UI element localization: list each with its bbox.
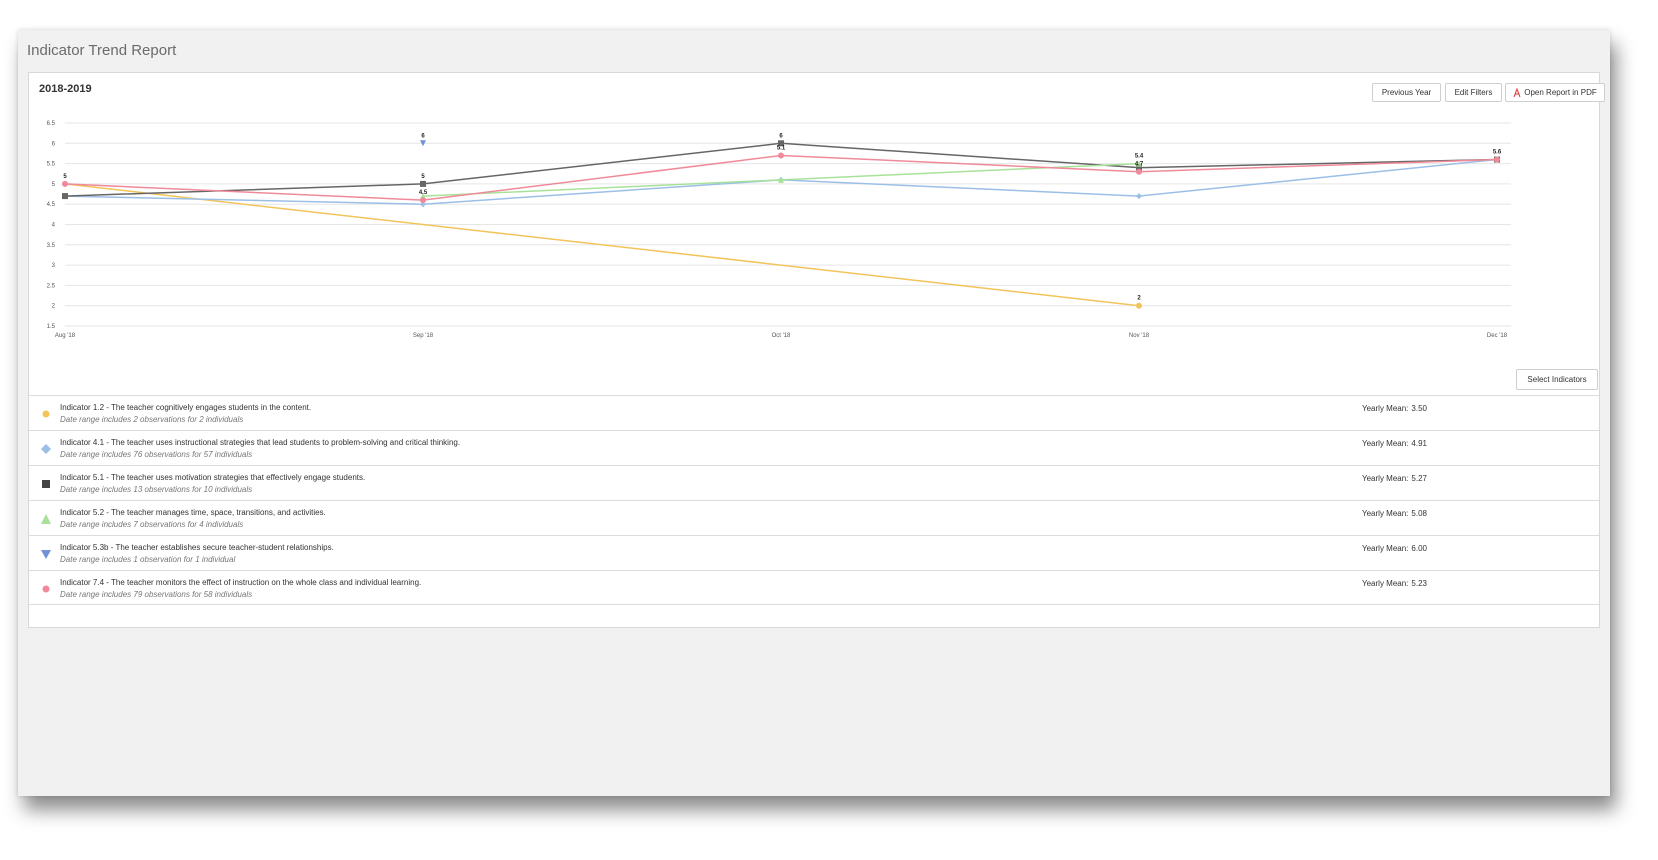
data-label: 5 bbox=[421, 174, 425, 180]
trend-chart: 1.5 2 2.5 3 3.5 4 4.5 5 5.5 6 6.5 Aug '18 Sep '18 Oct… bbox=[47, 121, 1511, 339]
data-point bbox=[62, 193, 68, 200]
data-point bbox=[420, 197, 426, 204]
yearly-mean: Yearly Mean: 5.23 bbox=[1362, 579, 1427, 588]
indicator-date-range: Date range includes 13 observations for … bbox=[60, 485, 253, 494]
indicator-date-range: Date range includes 79 observations for … bbox=[60, 590, 253, 599]
yearly-mean-label: Yearly Mean: bbox=[1362, 439, 1409, 448]
data-point bbox=[1136, 302, 1142, 309]
y-tick-label: 3 bbox=[52, 263, 56, 269]
yearly-mean-label: Yearly Mean: bbox=[1362, 404, 1409, 413]
x-tick-label: Sep '18 bbox=[413, 333, 434, 339]
data-point bbox=[778, 140, 784, 147]
previous-year-button[interactable]: Previous Year bbox=[1372, 83, 1441, 102]
circle-marker-icon bbox=[42, 585, 50, 593]
yearly-mean: Yearly Mean: 5.08 bbox=[1362, 509, 1427, 518]
data-point bbox=[778, 176, 784, 183]
y-tick-label: 4 bbox=[52, 223, 56, 229]
data-point bbox=[1136, 164, 1142, 171]
data-point bbox=[1494, 156, 1500, 163]
page-title: Indicator Trend Report bbox=[27, 42, 177, 59]
open-pdf-label: Open Report in PDF bbox=[1524, 88, 1597, 97]
data-label: 2 bbox=[1137, 296, 1141, 302]
y-tick-label: 6.5 bbox=[47, 121, 56, 127]
yearly-mean-label: Yearly Mean: bbox=[1362, 474, 1409, 483]
data-point bbox=[420, 180, 426, 187]
indicator-description: Indicator 7.4 - The teacher monitors the… bbox=[60, 578, 422, 587]
legend-row: Indicator 5.2 - The teacher manages time… bbox=[29, 500, 1599, 535]
x-tick-label: Dec '18 bbox=[1487, 333, 1508, 339]
year-label: 2018-2019 bbox=[39, 83, 92, 95]
yearly-mean-value: 5.27 bbox=[1411, 474, 1427, 483]
indicator-description: Indicator 5.3b - The teacher establishes… bbox=[60, 543, 334, 552]
yearly-mean-label: Yearly Mean: bbox=[1362, 544, 1409, 553]
x-tick-label: Aug '18 bbox=[55, 333, 76, 339]
y-tick-label: 6 bbox=[52, 141, 56, 147]
yearly-mean-label: Yearly Mean: bbox=[1362, 579, 1409, 588]
yearly-mean: Yearly Mean: 3.50 bbox=[1362, 404, 1427, 413]
data-label: 5.6 bbox=[1493, 150, 1502, 156]
series-line bbox=[64, 183, 1140, 307]
indicator-description: Indicator 5.2 - The teacher manages time… bbox=[60, 508, 326, 517]
select-indicators-label: Select Indicators bbox=[1527, 375, 1587, 384]
legend-row: Indicator 5.3b - The teacher establishes… bbox=[29, 535, 1599, 570]
pdf-icon bbox=[1513, 87, 1521, 97]
data-point bbox=[778, 152, 784, 159]
data-label: 5.1 bbox=[777, 145, 786, 151]
report-card: 2018-2019 Previous Year Edit Filters Ope… bbox=[28, 72, 1605, 628]
yearly-mean-value: 3.50 bbox=[1411, 404, 1427, 413]
y-tick-label: 5.5 bbox=[47, 162, 56, 168]
y-tick-label: 1.5 bbox=[47, 324, 56, 330]
data-label: 6 bbox=[421, 133, 425, 139]
yearly-mean-value: 5.08 bbox=[1411, 509, 1427, 518]
data-point bbox=[1136, 168, 1142, 175]
data-label: 4.5 bbox=[419, 190, 428, 196]
edit-filters-label: Edit Filters bbox=[1454, 88, 1493, 97]
legend-row: Indicator 4.1 - The teacher uses instruc… bbox=[29, 430, 1599, 465]
legend-row: Indicator 5.1 - The teacher uses motivat… bbox=[29, 465, 1599, 500]
data-label: 5.4 bbox=[1135, 154, 1144, 160]
yearly-mean-value: 4.91 bbox=[1411, 439, 1427, 448]
data-label: 5 bbox=[63, 174, 67, 180]
yearly-mean-value: 5.23 bbox=[1411, 579, 1427, 588]
y-tick-label: 2 bbox=[52, 304, 56, 310]
y-tick-label: 5 bbox=[52, 182, 56, 188]
report-window: Indicator Trend Report 2018-2019 Previou… bbox=[18, 30, 1610, 796]
indicator-description: Indicator 1.2 - The teacher cognitively … bbox=[60, 403, 312, 412]
y-tick-label: 3.5 bbox=[47, 243, 56, 249]
indicator-date-range: Date range includes 1 observation for 1 … bbox=[60, 555, 236, 564]
open-pdf-button[interactable]: Open Report in PDF bbox=[1505, 83, 1605, 102]
yearly-mean-value: 6.00 bbox=[1411, 544, 1427, 553]
data-label: 6 bbox=[779, 133, 783, 139]
yearly-mean-label: Yearly Mean: bbox=[1362, 509, 1409, 518]
data-point bbox=[1136, 193, 1142, 200]
yearly-mean: Yearly Mean: 4.91 bbox=[1362, 439, 1427, 448]
x-tick-label: Oct '18 bbox=[772, 333, 791, 339]
yearly-mean: Yearly Mean: 6.00 bbox=[1362, 544, 1427, 553]
legend-row: Indicator 7.4 - The teacher monitors the… bbox=[29, 570, 1599, 605]
circle-marker-icon bbox=[42, 410, 50, 418]
triangle-marker-icon bbox=[41, 514, 51, 524]
x-tick-label: Nov '18 bbox=[1129, 333, 1150, 339]
y-tick-label: 4.5 bbox=[47, 202, 56, 208]
legend-row: Indicator 1.2 - The teacher cognitively … bbox=[29, 395, 1599, 430]
square-marker-icon bbox=[42, 480, 50, 488]
y-tick-label: 2.5 bbox=[47, 283, 56, 289]
yearly-mean: Yearly Mean: 5.27 bbox=[1362, 474, 1427, 483]
triangle-down-marker-icon bbox=[41, 550, 51, 559]
edit-filters-button[interactable]: Edit Filters bbox=[1445, 83, 1502, 102]
diamond-marker-icon bbox=[41, 444, 51, 454]
data-point bbox=[1136, 160, 1142, 167]
indicator-date-range: Date range includes 2 observations for 2… bbox=[60, 415, 244, 424]
previous-year-label: Previous Year bbox=[1381, 88, 1432, 97]
data-point bbox=[420, 140, 426, 147]
indicator-description: Indicator 4.1 - The teacher uses instruc… bbox=[60, 438, 461, 447]
select-indicators-button[interactable]: Select Indicators bbox=[1516, 369, 1598, 390]
indicator-legend: Indicator 1.2 - The teacher cognitively … bbox=[29, 395, 1599, 605]
indicator-date-range: Date range includes 76 observations for … bbox=[60, 450, 253, 459]
indicator-date-range: Date range includes 7 observations for 4… bbox=[60, 520, 244, 529]
data-label: 4.7 bbox=[1135, 162, 1144, 168]
data-point bbox=[62, 180, 68, 187]
indicator-description: Indicator 5.1 - The teacher uses motivat… bbox=[60, 473, 366, 482]
